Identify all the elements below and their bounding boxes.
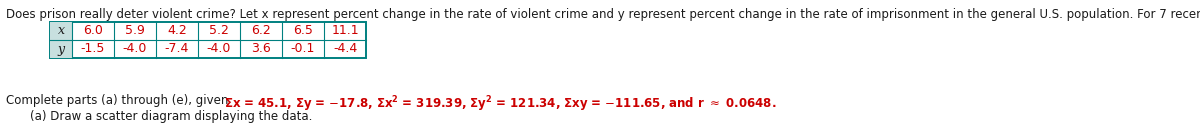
Text: 3.6: 3.6 [251,42,271,55]
Text: -4.0: -4.0 [206,42,232,55]
Text: $\mathbf{\Sigma}$x = 45.1, $\mathbf{\Sigma}$y = $-$17.8, $\mathbf{\Sigma}$x$^{\m: $\mathbf{\Sigma}$x = 45.1, $\mathbf{\Sig… [224,94,776,114]
Text: (a) Draw a scatter diagram displaying the data.: (a) Draw a scatter diagram displaying th… [30,110,312,123]
Text: y: y [58,42,65,55]
Text: -4.0: -4.0 [122,42,148,55]
Text: 6.0: 6.0 [83,24,103,38]
Text: 6.2: 6.2 [251,24,271,38]
Text: -4.4: -4.4 [332,42,358,55]
Text: 6.5: 6.5 [293,24,313,38]
Text: 5.2: 5.2 [209,24,229,38]
Text: Does prison really deter violent crime? Let x represent percent change in the ra: Does prison really deter violent crime? … [6,8,1200,21]
Text: Complete parts (a) through (e), given: Complete parts (a) through (e), given [6,94,232,107]
Text: 4.2: 4.2 [167,24,187,38]
Bar [50,22,366,58]
Text: -0.1: -0.1 [290,42,316,55]
Bar [50,22,72,58]
Text: -1.5: -1.5 [80,42,106,55]
Text: 11.1: 11.1 [331,24,359,38]
Text: -7.4: -7.4 [164,42,190,55]
Text: x: x [58,24,65,38]
Text: 5.9: 5.9 [125,24,145,38]
